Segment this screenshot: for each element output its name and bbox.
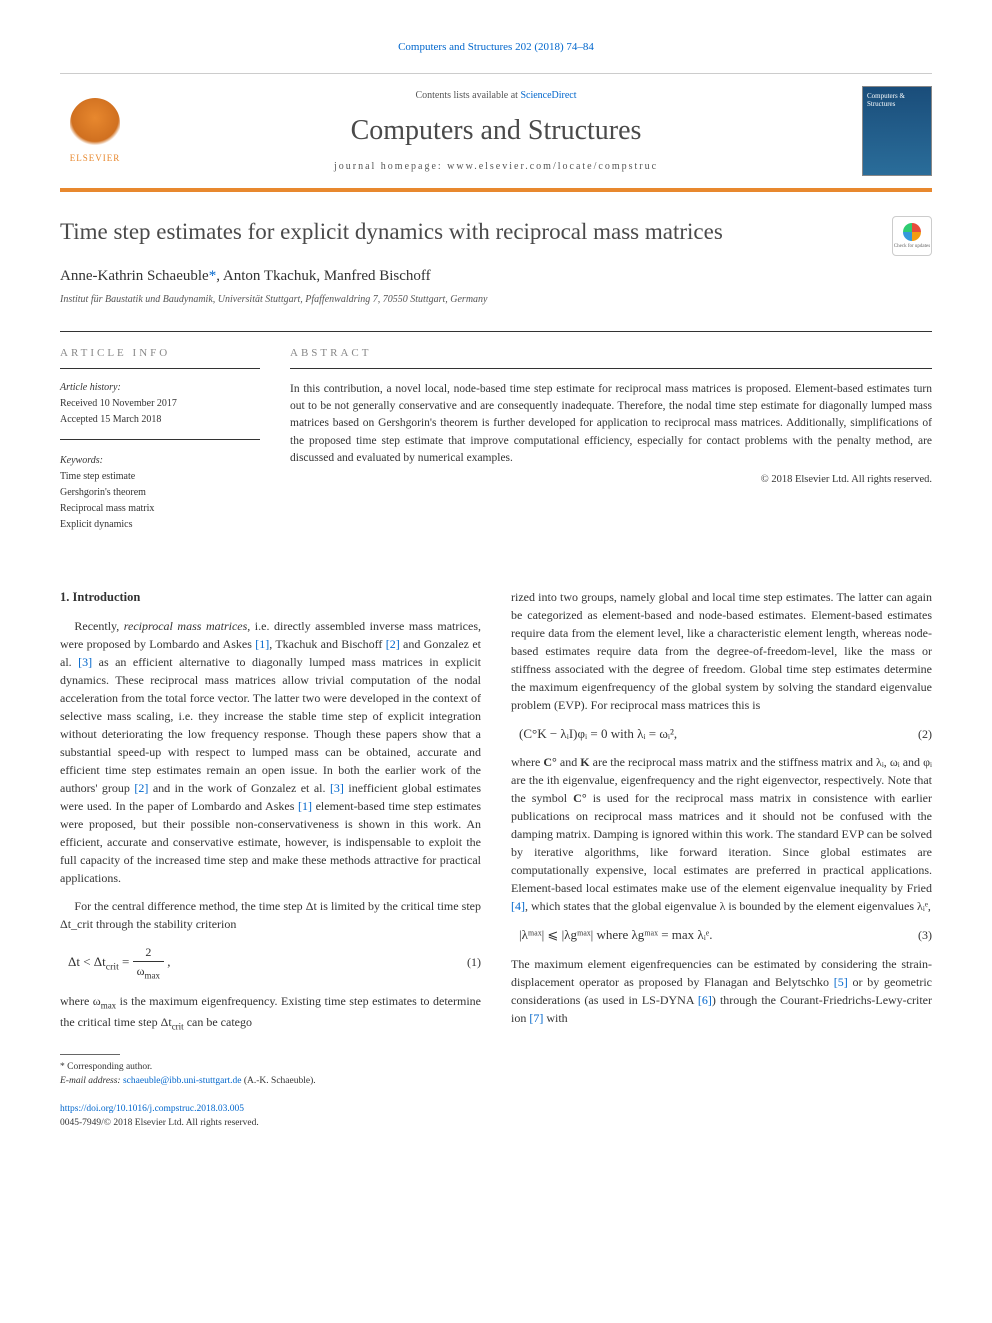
ref-2[interactable]: [2]	[386, 637, 400, 651]
equation-1-row: Δt < Δtcrit = 2 ωmax , (1)	[60, 943, 481, 983]
email-suffix: (A.-K. Schaeuble).	[241, 1076, 315, 1086]
c2p2d: K	[580, 755, 589, 769]
email-label: E-mail address:	[60, 1076, 123, 1086]
p1a: Recently,	[74, 619, 123, 633]
intro-para-3: where ωmax is the maximum eigenfrequency…	[60, 992, 481, 1034]
ref-2b[interactable]: [2]	[134, 781, 148, 795]
crossmark-badge[interactable]: Check for updates	[892, 216, 932, 256]
abstract-heading: ABSTRACT	[290, 346, 932, 368]
eq1-mid: =	[119, 953, 133, 968]
equation-2-row: (C°K − λᵢI)φᵢ = 0 with λᵢ = ωᵢ², (2)	[511, 724, 932, 744]
eq1-num: 2	[133, 943, 164, 962]
eq1-sub: crit	[106, 961, 119, 972]
p3a: where ω	[60, 994, 101, 1008]
elsevier-logo[interactable]: ELSEVIER	[60, 91, 130, 171]
eq1-tail: ,	[164, 953, 171, 968]
journal-homepage-line: journal homepage: www.elsevier.com/locat…	[130, 160, 862, 174]
email-footnote: E-mail address: schaeuble@ibb.uni-stuttg…	[60, 1075, 481, 1088]
keywords-label: Keywords:	[60, 454, 260, 468]
section-1-heading: 1. Introduction	[60, 588, 481, 607]
col2-para-3: The maximum element eigenfrequencies can…	[511, 955, 932, 1027]
elsevier-label: ELSEVIER	[70, 152, 121, 165]
footnote-separator	[60, 1054, 120, 1055]
journal-name: Computers and Structures	[130, 111, 862, 150]
p1c: , Tkachuk and Bischoff	[269, 637, 386, 651]
homepage-prefix: journal homepage:	[334, 161, 447, 172]
journal-reference: Computers and Structures 202 (2018) 74–8…	[60, 40, 932, 55]
affiliation: Institut für Baustatik und Baudynamik, U…	[60, 293, 932, 307]
accepted-date: Accepted 15 March 2018	[60, 413, 260, 427]
corresponding-author-footnote: * Corresponding author.	[60, 1061, 481, 1074]
eq3-body: |λᵐᵃˣ| ⩽ |λgᵐᵃˣ| where λgᵐᵃˣ = max λᵢᵉ.	[519, 927, 712, 942]
eq1-den: ω	[137, 964, 145, 978]
article-title: Time step estimates for explicit dynamic…	[60, 216, 892, 248]
equation-3-row: |λᵐᵃˣ| ⩽ |λgᵐᵃˣ| where λgᵐᵃˣ = max λᵢᵉ. …	[511, 925, 932, 945]
c2p2f: C°	[573, 791, 586, 805]
authors-rest: , Anton Tkachuk, Manfred Bischoff	[216, 268, 430, 284]
ref-4[interactable]: [4]	[511, 899, 525, 913]
keyword-1: Gershgorin's theorem	[60, 486, 260, 500]
c2p3d: with	[543, 1011, 567, 1025]
crossmark-label: Check for updates	[894, 243, 930, 250]
col2-para-1: rized into two groups, namely global and…	[511, 588, 932, 714]
p3-sub2: crit	[172, 1022, 184, 1032]
homepage-url[interactable]: www.elsevier.com/locate/compstruc	[447, 161, 658, 172]
author-email-link[interactable]: schaeuble@ibb.uni-stuttgart.de	[123, 1076, 242, 1086]
equation-3-number: (3)	[918, 926, 932, 944]
author-1: Anne-Kathrin Schaeuble	[60, 268, 209, 284]
article-info-block: ARTICLE INFO Article history: Received 1…	[60, 346, 260, 557]
p3b: is the maximum eigenfrequency. Existing …	[60, 994, 481, 1029]
history-label: Article history:	[60, 381, 260, 395]
p1f: and in the work of Gonzalez et al.	[148, 781, 330, 795]
equation-3: |λᵐᵃˣ| ⩽ |λgᵐᵃˣ| where λgᵐᵃˣ = max λᵢᵉ.	[511, 925, 712, 945]
c2p2g: is used for the reciprocal mass matrix i…	[511, 791, 932, 895]
keyword-2: Reciprocal mass matrix	[60, 502, 260, 516]
ref-5[interactable]: [5]	[834, 975, 848, 989]
ref-6[interactable]: [6]	[698, 993, 712, 1007]
ref-7[interactable]: [7]	[529, 1011, 543, 1025]
p3c: can be catego	[184, 1015, 252, 1029]
crossmark-icon	[903, 223, 921, 241]
sciencedirect-link[interactable]: ScienceDirect	[520, 90, 576, 101]
article-info-heading: ARTICLE INFO	[60, 346, 260, 368]
doi-link[interactable]: https://doi.org/10.1016/j.compstruc.2018…	[60, 1104, 244, 1114]
ref-1[interactable]: [1]	[255, 637, 269, 651]
ref-1b[interactable]: [1]	[298, 799, 312, 813]
p3-sub: max	[101, 1001, 117, 1011]
footer-block: https://doi.org/10.1016/j.compstruc.2018…	[60, 1102, 481, 1131]
c2p2a: where	[511, 755, 543, 769]
ref-3[interactable]: [3]	[78, 655, 92, 669]
equation-1-number: (1)	[467, 953, 481, 971]
eq1-den-sub: max	[145, 970, 161, 980]
contents-prefix: Contents lists available at	[415, 90, 520, 101]
ref-3b[interactable]: [3]	[330, 781, 344, 795]
equation-1: Δt < Δtcrit = 2 ωmax ,	[60, 943, 171, 983]
journal-header: ELSEVIER Contents lists available at Sci…	[60, 73, 932, 192]
abstract-copyright: © 2018 Elsevier Ltd. All rights reserved…	[290, 473, 932, 488]
c2p2b: C°	[543, 755, 556, 769]
journal-cover-thumbnail[interactable]: Computers & Structures	[862, 86, 932, 176]
body-column-right: rized into two groups, namely global and…	[511, 588, 932, 1131]
col2-para-2: where C° and K are the reciprocal mass m…	[511, 753, 932, 915]
abstract-block: ABSTRACT In this contribution, a novel l…	[290, 346, 932, 557]
equation-2-number: (2)	[918, 725, 932, 743]
eq1-lhs: Δt < Δt	[68, 953, 106, 968]
intro-para-1: Recently, reciprocal mass matrices, i.e.…	[60, 617, 481, 887]
received-date: Received 10 November 2017	[60, 397, 260, 411]
issn-copyright: 0045-7949/© 2018 Elsevier Ltd. All right…	[60, 1118, 259, 1128]
body-column-left: 1. Introduction Recently, reciprocal mas…	[60, 588, 481, 1131]
cover-title: Computers & Structures	[867, 93, 927, 108]
authors-line: Anne-Kathrin Schaeuble*, Anton Tkachuk, …	[60, 266, 932, 287]
c2p2c: and	[557, 755, 580, 769]
abstract-text: In this contribution, a novel local, nod…	[290, 381, 932, 467]
keyword-3: Explicit dynamics	[60, 518, 260, 532]
contents-available-line: Contents lists available at ScienceDirec…	[130, 89, 862, 103]
elsevier-tree-icon	[70, 98, 120, 148]
p1e: as an efficient alternative to diagonall…	[60, 655, 481, 795]
p1-em: reciprocal mass matrices	[124, 619, 247, 633]
equation-2: (C°K − λᵢI)φᵢ = 0 with λᵢ = ωᵢ²,	[511, 724, 677, 744]
c2p2h: , which states that the global eigenvalu…	[525, 899, 931, 913]
intro-para-2: For the central difference method, the t…	[60, 897, 481, 933]
keyword-0: Time step estimate	[60, 470, 260, 484]
